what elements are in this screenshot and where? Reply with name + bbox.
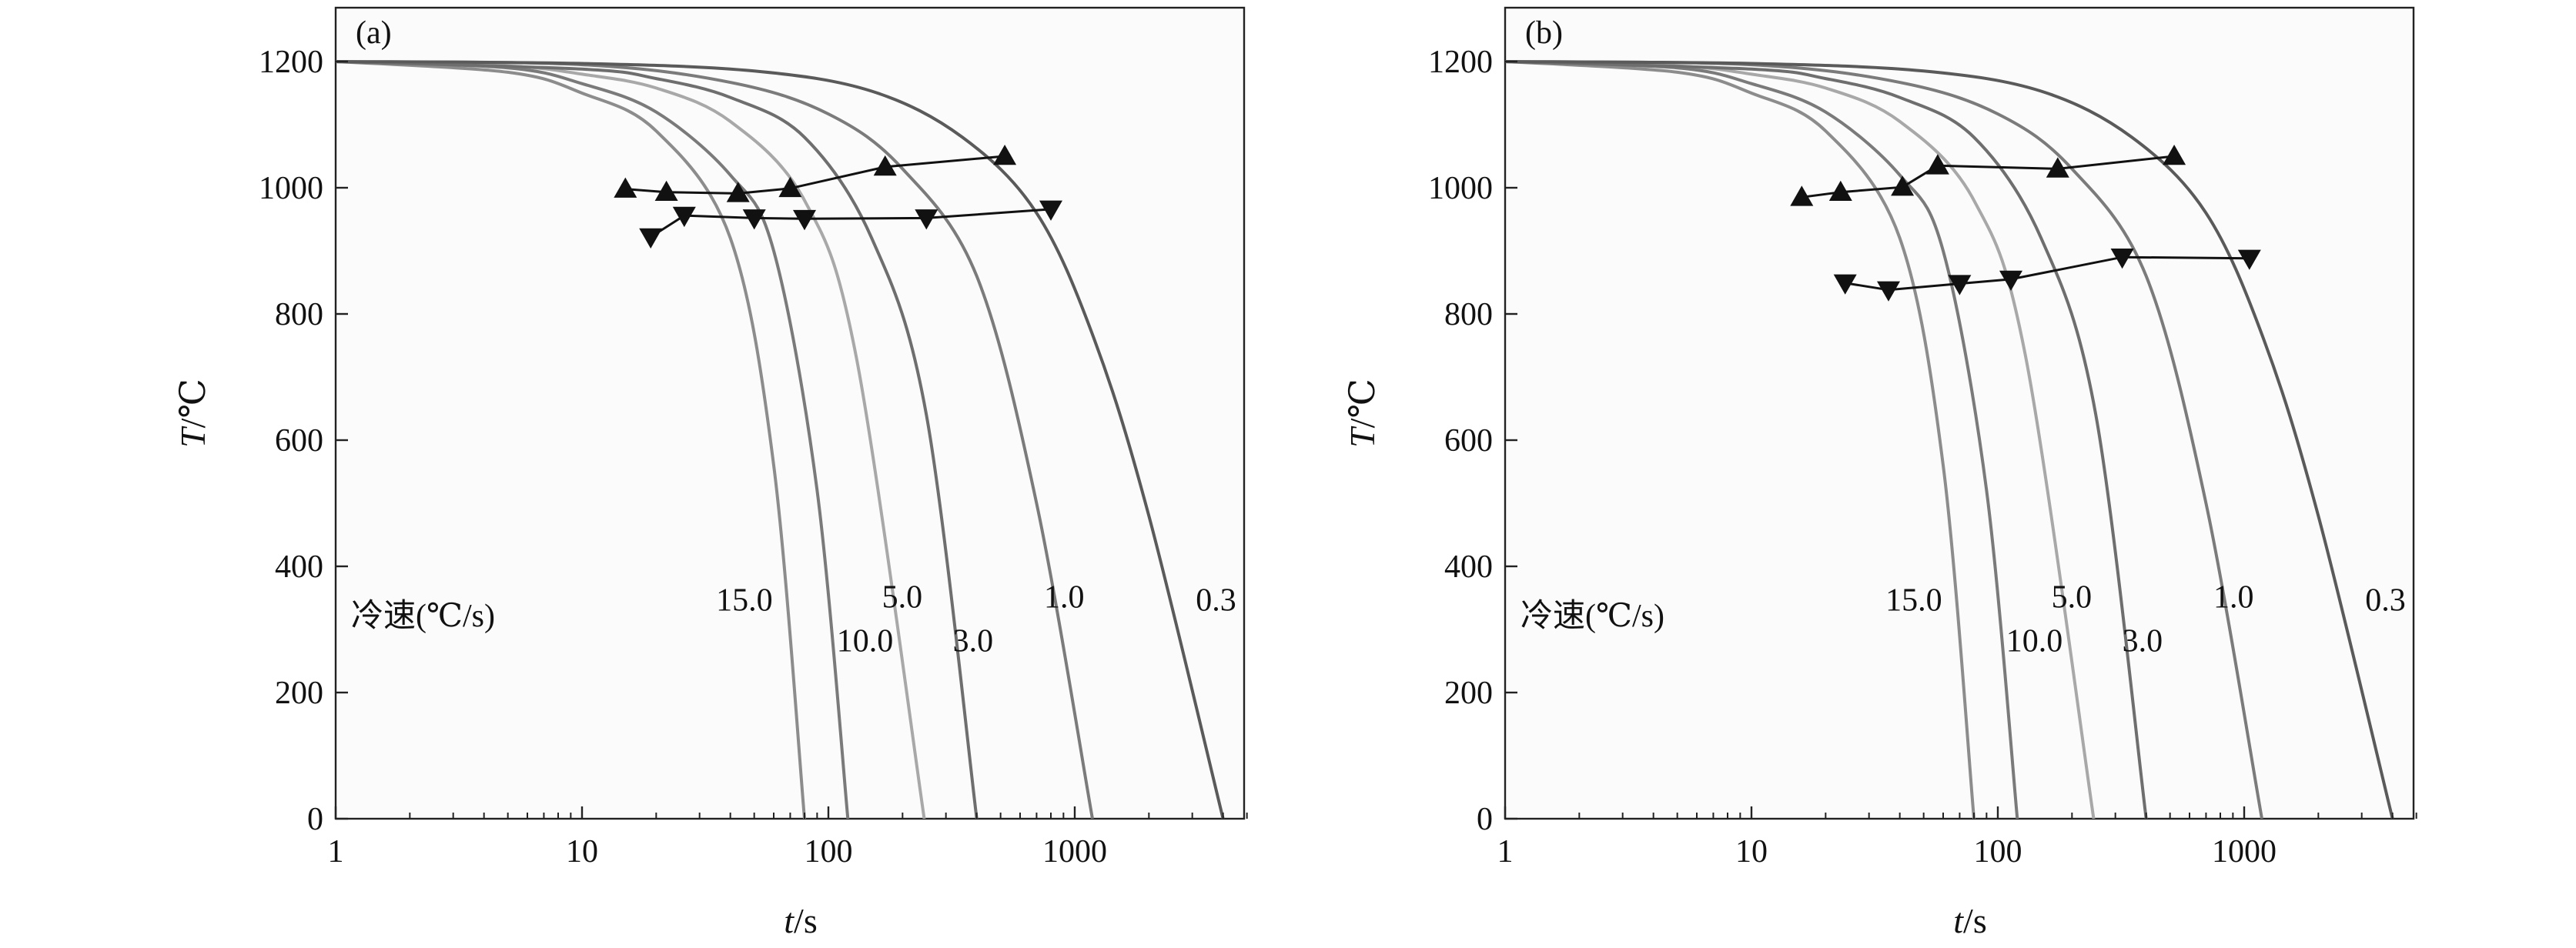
x-tick-label: 10 — [1735, 834, 1768, 870]
triangle-up-marker — [2046, 157, 2069, 178]
axis-ticks-a: 0 200 400 600 800 1000 1200 1 10 100 1000 — [259, 45, 1248, 870]
cooling-curve-3-0 — [336, 60, 979, 819]
triangle-down-marker — [1877, 281, 1900, 302]
cooling-curve-15-0 — [1505, 60, 1975, 819]
axis-ticks-b: 0 200 400 600 800 1000 1200 1 10 100 1000 — [1428, 45, 2417, 870]
cooling-curve-10-0 — [336, 60, 850, 819]
y-tick-label: 600 — [1444, 423, 1493, 459]
panel-label-a: (a) — [356, 15, 392, 51]
x-tick-label: 1000 — [2212, 834, 2277, 870]
triangle-up-marker — [2163, 145, 2186, 165]
triangle-down-marker — [639, 228, 663, 249]
cooling-rate-label: 0.3 — [1196, 582, 1236, 618]
x-tick-label: 1000 — [1042, 834, 1107, 870]
y-tick-label: 0 — [1477, 802, 1493, 837]
cooling-rate-label: 5.0 — [882, 579, 923, 615]
y-tick-label: 0 — [307, 802, 323, 837]
y-tick-label: 800 — [1444, 297, 1493, 332]
y-tick-label: 400 — [275, 549, 323, 585]
cooling-rate-label: 1.0 — [1044, 579, 1085, 615]
cooling-curves-a — [336, 60, 1225, 819]
triangle-down-marker — [1039, 200, 1062, 221]
x-tick-label: 100 — [1974, 834, 2022, 870]
y-tick-label: 600 — [275, 423, 323, 459]
cooling-curve-0-3 — [1505, 60, 2394, 819]
plot-area-b — [1504, 6, 2415, 820]
transformation-markers-a — [614, 145, 1062, 249]
x-axis-label-b: t/s — [1953, 901, 1986, 940]
triangle-up-marker — [1891, 175, 1915, 196]
y-tick-label: 1000 — [1428, 171, 1493, 206]
triangle-up-marker — [993, 145, 1017, 165]
plot-area-a — [334, 6, 1246, 820]
triangle-up-line — [625, 155, 1005, 195]
cooling-rate-label: 0.3 — [2365, 582, 2406, 618]
triangle-down-line — [650, 208, 1052, 239]
triangle-down-marker — [915, 209, 938, 230]
y-tick-label: 200 — [275, 676, 323, 711]
x-axis-label-a: t/s — [784, 901, 817, 940]
cooling-curve-15-0 — [336, 60, 806, 819]
triangle-up-marker — [614, 177, 637, 198]
panel-b: 0 200 400 600 800 1000 1200 1 10 100 1000 (b) 冷速(℃… — [1343, 6, 2417, 940]
cooling-rate-label: 10.0 — [2006, 624, 2063, 659]
y-tick-label: 1200 — [1428, 45, 1493, 80]
x-tick-label: 100 — [805, 834, 853, 870]
x-tick-label: 10 — [566, 834, 598, 870]
triangle-down-marker — [672, 206, 696, 228]
cooling-rate-label: 10.0 — [837, 624, 894, 659]
y-tick-label: 200 — [1444, 676, 1493, 711]
triangle-down-marker — [793, 209, 816, 231]
triangle-up-marker — [654, 180, 678, 201]
cooling-curve-10-0 — [1505, 60, 2019, 819]
triangle-down-marker — [1999, 270, 2022, 291]
triangle-down-marker — [742, 209, 766, 230]
y-tick-label: 400 — [1444, 549, 1493, 585]
x-tick-label: 1 — [328, 834, 344, 870]
triangle-up-marker — [1790, 185, 1814, 206]
triangle-down-marker — [2237, 249, 2261, 270]
panel-a: 0 200 400 600 800 1000 1200 1 10 100 1000 (a) 冷速(℃… — [173, 6, 1248, 940]
legend-title-b: 冷速(℃/s) — [1521, 599, 1664, 634]
triangle-up-marker — [873, 155, 897, 176]
cooling-rate-labels-b: 15.0 10.0 5.0 3.0 1.0 0.3 — [1885, 579, 2406, 659]
y-axis-label-a: T/℃ — [173, 379, 212, 448]
triangle-down-marker — [1948, 275, 1972, 295]
cooling-curves-b — [1505, 60, 2394, 819]
cooling-rate-label: 1.0 — [2213, 579, 2254, 615]
cooling-curve-3-0 — [1505, 60, 2148, 819]
panel-label-b: (b) — [1525, 15, 1563, 51]
cooling-curve-0-3 — [336, 60, 1225, 819]
triangle-up-marker — [726, 182, 750, 202]
cooling-rate-label: 15.0 — [1885, 582, 1942, 618]
triangle-up-marker — [778, 176, 802, 198]
y-axis-label-b: T/℃ — [1343, 379, 1382, 448]
legend-title-a: 冷速(℃/s) — [351, 599, 495, 634]
triangle-down-marker — [1833, 274, 1857, 295]
triangle-up-marker — [1828, 180, 1852, 201]
cooling-rate-label: 3.0 — [953, 624, 994, 659]
y-tick-label: 1000 — [259, 171, 323, 206]
cooling-rate-label: 5.0 — [2052, 579, 2093, 615]
cooling-rate-label: 3.0 — [2123, 624, 2163, 659]
triangle-up-marker — [1925, 154, 1949, 175]
cooling-rate-label: 15.0 — [716, 582, 773, 618]
transformation-markers-b — [1790, 145, 2261, 302]
cooling-rate-labels-a: 15.0 10.0 5.0 3.0 1.0 0.3 — [716, 579, 1236, 659]
y-tick-label: 1200 — [259, 45, 323, 80]
triangle-down-marker — [2110, 249, 2134, 269]
y-tick-label: 800 — [275, 297, 323, 332]
x-tick-label: 1 — [1497, 834, 1514, 870]
